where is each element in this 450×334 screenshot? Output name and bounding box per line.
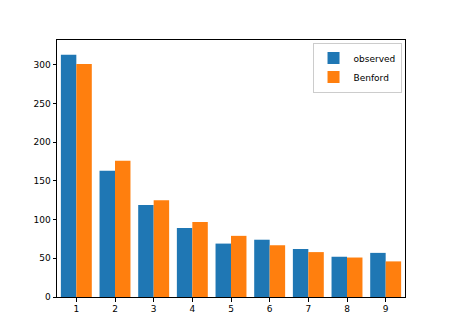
svg-text:9: 9 bbox=[383, 304, 389, 314]
svg-text:7: 7 bbox=[305, 304, 311, 314]
svg-text:200: 200 bbox=[34, 137, 51, 147]
svg-text:5: 5 bbox=[228, 304, 234, 314]
svg-text:observed: observed bbox=[354, 54, 396, 64]
svg-text:150: 150 bbox=[34, 176, 51, 186]
svg-text:4: 4 bbox=[189, 304, 195, 314]
svg-text:1: 1 bbox=[73, 304, 79, 314]
svg-text:300: 300 bbox=[34, 60, 51, 70]
svg-text:2: 2 bbox=[112, 304, 118, 314]
svg-text:Benford: Benford bbox=[354, 73, 389, 83]
svg-text:8: 8 bbox=[344, 304, 350, 314]
svg-text:0: 0 bbox=[45, 292, 51, 302]
svg-text:100: 100 bbox=[34, 215, 51, 225]
svg-text:6: 6 bbox=[267, 304, 273, 314]
svg-text:50: 50 bbox=[39, 253, 51, 263]
svg-text:3: 3 bbox=[151, 304, 157, 314]
svg-text:250: 250 bbox=[34, 99, 51, 109]
